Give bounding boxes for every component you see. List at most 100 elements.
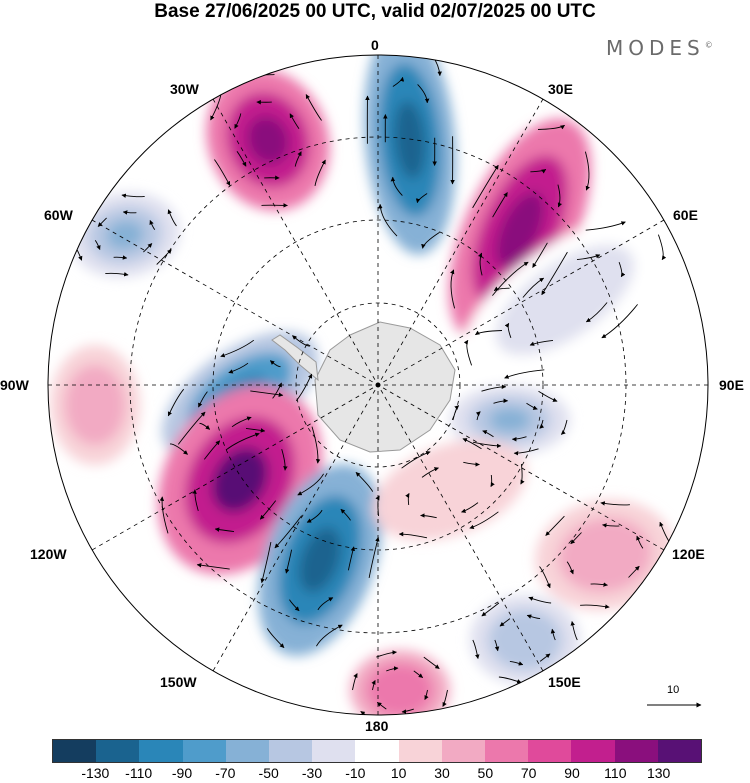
anomaly-contour bbox=[156, 299, 184, 321]
wind-arrow bbox=[539, 566, 551, 589]
colorbar-tick-label: -30 bbox=[301, 765, 323, 781]
wind-arrow bbox=[401, 708, 414, 714]
wind-arrow bbox=[472, 441, 502, 449]
wind-arrow bbox=[355, 471, 374, 492]
anomaly-contour bbox=[581, 536, 629, 574]
reference-vector-label: 10 bbox=[667, 684, 680, 696]
wind-arrow bbox=[570, 620, 578, 641]
wind-arrow bbox=[475, 330, 503, 336]
brand-mark: © bbox=[704, 40, 713, 50]
wind-arrow bbox=[424, 689, 429, 701]
colorbar-segment bbox=[355, 740, 399, 762]
wind-arrow bbox=[381, 32, 398, 48]
wind-arrow bbox=[520, 463, 525, 485]
anomaly-contour bbox=[212, 447, 268, 513]
wind-arrow bbox=[490, 474, 495, 487]
wind-arrow bbox=[284, 549, 293, 574]
wind-arrow bbox=[481, 384, 507, 392]
lon-label-30e: 30E bbox=[548, 81, 573, 97]
wind-arrow bbox=[311, 426, 321, 464]
wind-arrow bbox=[306, 509, 323, 523]
wind-arrow bbox=[368, 536, 380, 578]
anomaly-field bbox=[48, 32, 708, 728]
colorbar-segment bbox=[96, 740, 140, 762]
brand-name: MODES bbox=[606, 36, 705, 60]
wind-arrow bbox=[177, 411, 206, 445]
wind-arrow bbox=[585, 221, 626, 231]
colorbar-segment bbox=[139, 740, 183, 762]
wind-arrow bbox=[469, 511, 499, 529]
wind-arrow bbox=[314, 159, 326, 186]
colorbar-tick-label: -70 bbox=[215, 765, 236, 781]
wind-arrow bbox=[156, 249, 172, 265]
lon-label-60w: 60W bbox=[44, 207, 73, 223]
wind-arrow bbox=[645, 574, 665, 595]
wind-arrow bbox=[97, 217, 107, 227]
wind-arrow bbox=[192, 489, 199, 512]
colorbar-tick-label: -10 bbox=[345, 765, 366, 781]
lon-label-180: 180 bbox=[365, 718, 389, 734]
wind-arrow bbox=[415, 193, 428, 204]
wind-arrow bbox=[347, 546, 356, 571]
wind-arrow bbox=[390, 176, 403, 196]
wind-arrow bbox=[376, 702, 387, 710]
colorbar-segment bbox=[614, 740, 658, 762]
wind-arrow bbox=[340, 508, 351, 521]
colorbar-segment bbox=[398, 740, 442, 762]
wind-arrow bbox=[636, 535, 644, 549]
anomaly-contour bbox=[79, 384, 111, 426]
wind-arrow bbox=[404, 723, 424, 728]
reference-vector-arrow bbox=[647, 702, 702, 708]
wind-arrow bbox=[492, 192, 508, 218]
wind-arrow bbox=[463, 339, 473, 366]
map-title: Base 27/06/2025 00 UTC, valid 02/07/2025… bbox=[154, 1, 596, 22]
colorbar-segment bbox=[657, 740, 702, 762]
lon-label-0: 0 bbox=[371, 37, 379, 53]
colorbar-tick-label: 130 bbox=[646, 765, 671, 781]
wind-arrow bbox=[539, 653, 551, 662]
wind-arrow bbox=[560, 419, 568, 435]
wind-arrow bbox=[113, 255, 128, 260]
wind-arrow bbox=[421, 232, 440, 249]
wind-arrow bbox=[584, 151, 590, 191]
wind-arrow bbox=[274, 515, 303, 549]
wind-arrow bbox=[295, 373, 313, 402]
lon-label-90w: 90W bbox=[0, 377, 29, 393]
wind-arrow bbox=[550, 628, 556, 641]
wind-arrow bbox=[482, 430, 494, 438]
wind-arrow bbox=[266, 628, 285, 649]
wind-arrow bbox=[493, 398, 509, 404]
colorbar-tick-label: 30 bbox=[434, 765, 450, 781]
colorbar-segment bbox=[269, 740, 313, 762]
wind-arrow bbox=[228, 362, 249, 374]
wind-arrow bbox=[169, 443, 188, 455]
wind-arrow bbox=[292, 335, 311, 347]
colorbar bbox=[52, 739, 702, 763]
anomaly-contour bbox=[298, 527, 342, 593]
lon-label-90e: 90E bbox=[719, 377, 744, 393]
anomaly-contour bbox=[383, 676, 417, 704]
anomaly-contour bbox=[495, 192, 545, 268]
wind-arrow bbox=[576, 254, 601, 261]
wind-arrow bbox=[352, 673, 358, 691]
wind-arrow bbox=[618, 261, 626, 278]
wind-arrow bbox=[143, 243, 153, 253]
anomaly-contour bbox=[394, 101, 426, 179]
wind-arrow bbox=[289, 599, 300, 612]
wind-arrow bbox=[493, 286, 510, 291]
continent-outline bbox=[271, 321, 456, 453]
wind-arrow bbox=[472, 639, 480, 660]
wind-arrow bbox=[297, 473, 324, 496]
wind-arrow bbox=[375, 495, 380, 517]
wind-arrow bbox=[94, 240, 101, 251]
wind-arrow bbox=[601, 304, 638, 339]
lon-label-150e: 150E bbox=[548, 674, 581, 690]
wind-arrow bbox=[494, 639, 500, 652]
wind-arrow bbox=[360, 711, 377, 715]
anomaly-contour bbox=[247, 115, 289, 165]
anomaly-contour bbox=[529, 272, 601, 328]
wind-arrow bbox=[203, 440, 221, 460]
wind-arrow bbox=[289, 113, 300, 129]
wind-arrow bbox=[526, 402, 538, 410]
wind-arrow bbox=[557, 184, 563, 208]
